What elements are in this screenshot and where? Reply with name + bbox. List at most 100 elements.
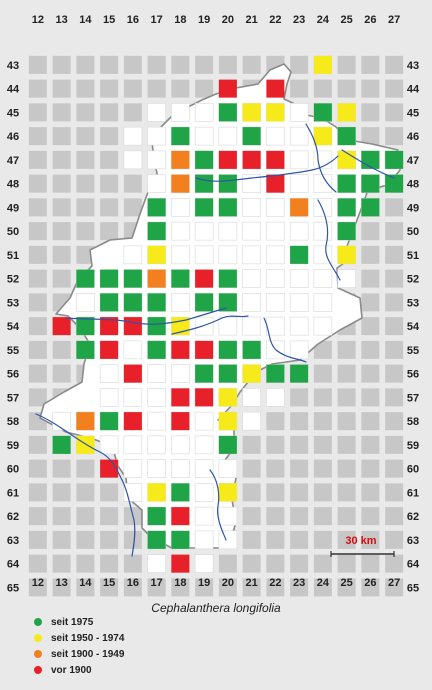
grid-cell-inside (242, 411, 261, 431)
y-tick-label: 47 (7, 155, 19, 167)
grid-cell-outside (361, 554, 380, 573)
grid-cell-outside (76, 174, 95, 193)
grid-cell-inside (99, 364, 119, 383)
grid-cell-outside (361, 507, 380, 526)
grid-cell-outside (313, 554, 332, 573)
y-tick-label: 63 (407, 535, 419, 547)
grid-cell-outside (52, 554, 71, 573)
grid-cell-outside (28, 55, 47, 74)
grid-cell-outside (337, 79, 356, 98)
x-tick-label: 22 (269, 14, 281, 26)
grid-cell-inside (171, 435, 190, 455)
x-tick-label: 14 (79, 14, 92, 26)
grid-cell-outside (28, 364, 47, 383)
rivers (35, 123, 395, 557)
grid-cell-outside (242, 459, 261, 478)
river-7 (263, 317, 307, 363)
grid-cell-outside (266, 507, 285, 526)
grid-cell-inside (147, 459, 166, 478)
grid-cell-inside (266, 269, 285, 288)
grid-cell-outside (361, 222, 380, 241)
record-square-seit-1975 (76, 269, 95, 288)
grid-cell-inside (194, 103, 214, 122)
grid-cell-inside (99, 388, 119, 407)
record-square-seit-1975 (361, 198, 380, 217)
x-tick-label: 13 (56, 577, 68, 589)
grid-cell-outside (28, 507, 47, 526)
grid-cell-outside (290, 459, 309, 478)
grid-cell-outside (313, 388, 332, 407)
y-tick-label: 51 (7, 250, 19, 262)
grid-cell-outside (123, 554, 142, 573)
grid-cell-outside (28, 222, 47, 241)
record-square-seit-1975 (313, 103, 332, 122)
record-square-seit-1975 (218, 435, 237, 454)
grid-cell-inside (123, 245, 143, 265)
record-square-vor-1900 (100, 459, 119, 478)
legend-dot-yellow-icon (34, 634, 42, 642)
grid-cell-outside (52, 364, 71, 383)
grid-cell-outside (361, 55, 380, 74)
scale-bar-label: 30 km (345, 535, 376, 547)
grid-cell-outside (242, 435, 261, 454)
record-square-seit-1950-1974 (266, 103, 285, 122)
grid-cell-inside (147, 388, 166, 407)
grid-cell-outside (123, 198, 142, 217)
grid-cell-inside (289, 269, 309, 288)
grid-cell-outside (290, 530, 309, 549)
y-tick-label: 57 (407, 392, 419, 404)
grid-cell-outside (385, 198, 404, 217)
scale-bar: 30 km (330, 535, 395, 557)
grid-cell-inside (242, 388, 261, 407)
river-main (35, 413, 136, 557)
record-square-seit-1975 (337, 127, 356, 146)
grid-cell-outside (337, 340, 356, 359)
grid-cell-outside (242, 578, 261, 597)
x-tick-label: 15 (103, 577, 115, 589)
x-tick-label: 26 (364, 577, 376, 589)
y-tick-label: 45 (407, 107, 419, 119)
grid-cell-outside (52, 340, 71, 359)
grid-cell-outside (52, 79, 71, 98)
record-square-seit-1975 (100, 269, 119, 288)
record-square-seit-1950-1974 (337, 103, 356, 122)
grid-cell-inside (194, 411, 214, 431)
y-tick-label: 49 (407, 202, 419, 214)
grid-cell-outside (76, 507, 95, 526)
record-square-seit-1900-1949 (76, 412, 95, 431)
grid-cell-outside (266, 412, 285, 431)
record-square-seit-1975 (195, 198, 214, 217)
grid-cell-outside (100, 578, 119, 597)
y-tick-label: 52 (7, 274, 19, 286)
record-square-seit-1975 (100, 293, 119, 312)
grid-cell-outside (361, 340, 380, 359)
grid-cell-outside (242, 554, 261, 573)
grid-cell-outside (313, 530, 332, 549)
grid-cell-inside (289, 221, 309, 241)
grid-cell-outside (361, 293, 380, 312)
grid-cell-inside (289, 293, 309, 312)
grid-cell-outside (218, 578, 237, 597)
record-square-seit-1975 (52, 435, 71, 454)
grid-cell-outside (290, 578, 309, 597)
grid-cell-inside (52, 411, 71, 431)
record-square-vor-1900 (171, 340, 190, 359)
y-tick-label: 46 (407, 131, 419, 143)
grid-cell-outside (76, 554, 95, 573)
grid-cell-outside (100, 79, 119, 98)
grid-cell-inside (313, 293, 333, 312)
grid-cell-outside (28, 388, 47, 407)
grid-cell-outside (100, 55, 119, 74)
grid-cell-outside (266, 530, 285, 549)
grid-cell-outside (100, 530, 119, 549)
record-square-seit-1975 (242, 340, 261, 359)
grid-cell-outside (52, 578, 71, 597)
grid-cell-outside (290, 554, 309, 573)
x-tick-label: 12 (32, 14, 44, 26)
record-square-seit-1900-1949 (171, 150, 190, 169)
record-square-vor-1900 (195, 269, 214, 288)
grid-cell-inside (242, 316, 261, 336)
grid-cell-outside (195, 79, 214, 98)
y-tick-label: 59 (7, 440, 19, 452)
record-square-seit-1975 (171, 127, 190, 146)
